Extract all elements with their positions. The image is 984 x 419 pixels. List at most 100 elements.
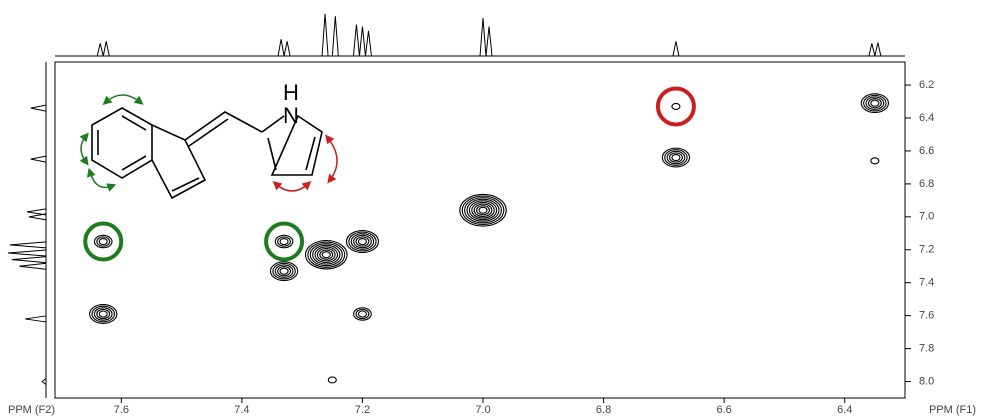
contour-ring — [870, 157, 880, 165]
f1-projection-peak — [7, 249, 47, 257]
y-tick-label: 6.6 — [919, 145, 934, 157]
cross-peak — [353, 307, 372, 321]
cross-peak — [269, 261, 299, 282]
contour-ring — [307, 241, 346, 268]
y-tick-label: 7.8 — [919, 342, 934, 354]
highlight-circle — [83, 221, 124, 262]
contour-ring — [863, 94, 887, 112]
contour-ring — [345, 229, 379, 254]
f2-projection-peak — [321, 13, 329, 57]
f2-projection-peak — [277, 39, 285, 57]
f2-projection-peak — [102, 41, 110, 57]
f2-projection-peak — [874, 42, 882, 57]
cross-peak — [671, 102, 681, 111]
x-tick-label: 7.2 — [355, 404, 370, 416]
f1-projection-peak — [30, 155, 47, 163]
cross-peak — [459, 193, 507, 227]
contour-ring — [664, 149, 688, 166]
f2-projection-peak — [485, 26, 493, 57]
contour-ring — [860, 93, 890, 114]
contour-ring — [321, 251, 331, 259]
f2-projection-peak — [358, 26, 366, 57]
contour-ring — [327, 376, 337, 384]
contour-ring — [98, 310, 108, 318]
contour-ring — [471, 201, 495, 219]
contour-ring — [98, 237, 108, 246]
f2-projection-peak — [283, 41, 291, 57]
f1-projection-peak — [9, 241, 47, 249]
contour-ring — [350, 233, 375, 250]
y-tick-label: 6.2 — [919, 79, 934, 91]
contour-ring — [661, 147, 691, 168]
atom-label: H — [283, 80, 299, 105]
contour-ring — [93, 234, 113, 249]
contour-ring — [870, 99, 880, 107]
f2-projection-peak — [672, 41, 680, 57]
f1-projection-peak — [28, 213, 47, 221]
f2-projection-peak — [96, 43, 104, 57]
f2-projection-peak — [479, 18, 487, 57]
contour-ring — [357, 310, 367, 318]
y-tick-label: 7.2 — [919, 244, 934, 256]
x-axis-label: PPM (F2) — [8, 404, 55, 416]
cross-peak — [345, 229, 379, 254]
contour-ring — [671, 102, 681, 111]
y-tick-label: 6.8 — [919, 178, 934, 190]
contour-ring — [279, 237, 289, 246]
cross-peak — [89, 304, 118, 324]
contour-ring — [274, 264, 294, 278]
plot-frame — [54, 61, 906, 399]
contour-ring — [89, 304, 118, 324]
contour-ring — [274, 234, 294, 249]
cross-peak — [661, 147, 691, 168]
contour-ring — [473, 203, 493, 217]
contour-ring — [348, 231, 377, 252]
y-tick-label: 7.4 — [919, 277, 934, 289]
contour-ring — [304, 239, 348, 270]
contour-ring — [316, 247, 336, 262]
contour-ring — [272, 262, 296, 280]
coupling-arrows — [79, 94, 338, 192]
contour-ring — [312, 244, 341, 265]
f1-projection-peak — [41, 378, 47, 385]
contour-ring — [96, 236, 111, 247]
highlight-circle — [264, 221, 305, 262]
contour-ring — [269, 261, 299, 282]
contour-ring — [476, 205, 490, 216]
x-tick-label: 6.6 — [717, 404, 732, 416]
contour-ring — [461, 195, 505, 225]
cross-peak — [93, 234, 113, 249]
contour-ring — [277, 236, 292, 247]
contour-ring — [314, 246, 339, 264]
x-tick-label: 7.6 — [114, 404, 129, 416]
contour-ring — [353, 234, 372, 249]
contour-ring — [357, 237, 367, 246]
cross-peak — [870, 157, 880, 165]
contour-ring — [668, 152, 683, 163]
contour-ring — [478, 206, 488, 214]
y-tick-label: 7.0 — [919, 211, 934, 223]
contour-ring — [91, 305, 115, 323]
cross-peak — [304, 239, 348, 270]
contour-ring — [867, 98, 882, 109]
f1-projection-peak — [19, 262, 47, 270]
f2-projection-peak — [868, 43, 876, 57]
contour-ring — [353, 307, 372, 321]
highlight-circle — [655, 86, 696, 127]
contour-ring — [459, 193, 507, 227]
x-tick-label: 6.4 — [837, 404, 852, 416]
contour-ring — [277, 266, 292, 277]
f1-projection-peak — [25, 315, 47, 323]
cross-peak — [327, 376, 337, 384]
f1-projection-peak — [30, 104, 47, 112]
contour-ring — [464, 197, 502, 224]
contour-ring — [666, 150, 686, 165]
contour-ring — [865, 96, 885, 110]
contour-ring — [466, 198, 500, 222]
contour-ring — [93, 307, 113, 321]
y-tick-label: 8.0 — [919, 375, 934, 387]
contour-ring — [355, 308, 370, 320]
contour-ring — [468, 200, 498, 221]
y-tick-label: 6.4 — [919, 112, 934, 124]
